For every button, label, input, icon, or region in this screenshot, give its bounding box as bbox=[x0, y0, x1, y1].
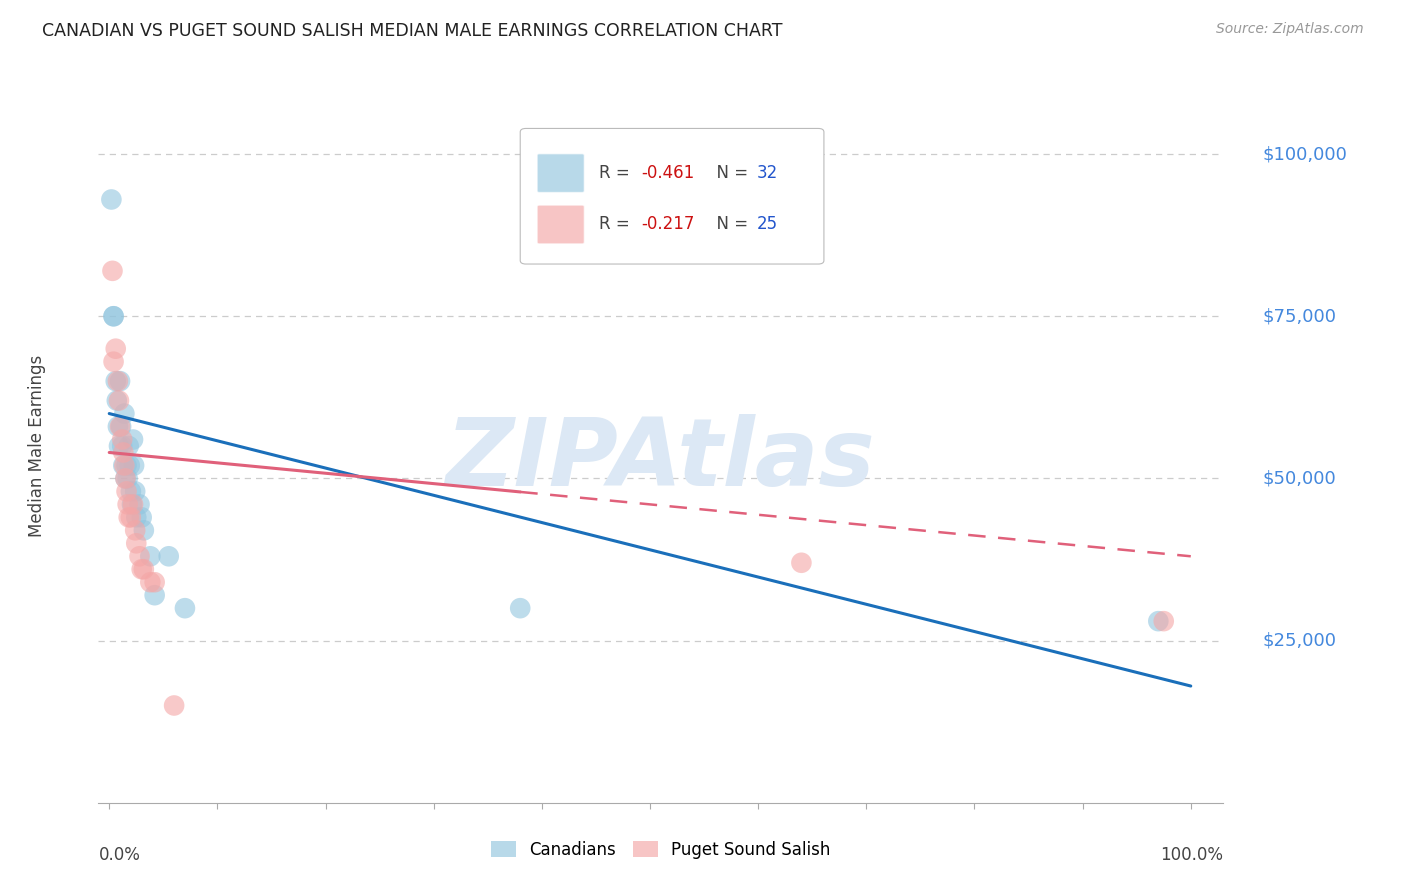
Point bbox=[115, 458, 138, 473]
Point bbox=[117, 497, 139, 511]
Point bbox=[122, 458, 145, 473]
Point bbox=[108, 419, 131, 434]
Text: -0.217: -0.217 bbox=[641, 216, 695, 234]
Point bbox=[100, 193, 122, 207]
Point bbox=[111, 439, 134, 453]
Point bbox=[157, 549, 180, 564]
Point bbox=[143, 575, 166, 590]
Point bbox=[111, 433, 134, 447]
Point bbox=[107, 374, 129, 388]
Text: CANADIAN VS PUGET SOUND SALISH MEDIAN MALE EARNINGS CORRELATION CHART: CANADIAN VS PUGET SOUND SALISH MEDIAN MA… bbox=[42, 22, 783, 40]
Text: -0.461: -0.461 bbox=[641, 164, 695, 182]
Point bbox=[131, 510, 153, 524]
Point bbox=[112, 458, 135, 473]
Point bbox=[108, 439, 131, 453]
Point bbox=[104, 374, 127, 388]
Point bbox=[132, 524, 155, 538]
Point bbox=[790, 556, 813, 570]
Point bbox=[117, 471, 139, 485]
Point bbox=[125, 510, 148, 524]
Text: N =: N = bbox=[706, 164, 754, 182]
Point bbox=[509, 601, 531, 615]
Text: 32: 32 bbox=[756, 164, 778, 182]
Point bbox=[1147, 614, 1170, 628]
Text: R =: R = bbox=[599, 216, 636, 234]
Text: $100,000: $100,000 bbox=[1263, 145, 1347, 163]
Text: R =: R = bbox=[599, 164, 636, 182]
Text: $25,000: $25,000 bbox=[1263, 632, 1337, 649]
Point bbox=[139, 549, 162, 564]
Text: $75,000: $75,000 bbox=[1263, 307, 1337, 326]
Point bbox=[125, 536, 148, 550]
Point bbox=[139, 575, 162, 590]
Point bbox=[108, 374, 131, 388]
Text: $50,000: $50,000 bbox=[1263, 469, 1336, 487]
FancyBboxPatch shape bbox=[537, 205, 585, 244]
Point bbox=[163, 698, 186, 713]
Point bbox=[124, 484, 146, 499]
Point bbox=[143, 588, 166, 602]
Point bbox=[118, 510, 141, 524]
Text: 0.0%: 0.0% bbox=[98, 846, 141, 863]
Point bbox=[103, 310, 125, 324]
Text: 25: 25 bbox=[756, 216, 778, 234]
Point bbox=[101, 264, 124, 278]
Point bbox=[103, 310, 125, 324]
Point bbox=[114, 471, 136, 485]
Text: N =: N = bbox=[706, 216, 754, 234]
Point bbox=[124, 524, 146, 538]
Text: ZIPAtlas: ZIPAtlas bbox=[446, 414, 876, 507]
Point bbox=[128, 497, 150, 511]
Point bbox=[128, 549, 150, 564]
Point bbox=[118, 439, 141, 453]
Legend: Canadians, Puget Sound Salish: Canadians, Puget Sound Salish bbox=[485, 835, 837, 866]
Point bbox=[103, 354, 125, 368]
Point bbox=[122, 497, 145, 511]
Point bbox=[118, 458, 141, 473]
Point bbox=[1153, 614, 1175, 628]
Point bbox=[110, 419, 132, 434]
Text: Source: ZipAtlas.com: Source: ZipAtlas.com bbox=[1216, 22, 1364, 37]
Text: Median Male Earnings: Median Male Earnings bbox=[28, 355, 45, 537]
Point bbox=[114, 471, 136, 485]
Point bbox=[108, 393, 131, 408]
Point bbox=[112, 407, 135, 421]
Point bbox=[131, 562, 153, 576]
Point bbox=[104, 342, 127, 356]
Point bbox=[105, 393, 128, 408]
FancyBboxPatch shape bbox=[520, 128, 824, 264]
Point bbox=[112, 458, 135, 473]
Point bbox=[120, 510, 142, 524]
Point bbox=[107, 419, 129, 434]
Point bbox=[121, 497, 143, 511]
Point bbox=[115, 484, 138, 499]
Point bbox=[122, 433, 145, 447]
FancyBboxPatch shape bbox=[537, 153, 585, 193]
Point bbox=[112, 445, 135, 459]
Point bbox=[132, 562, 155, 576]
Text: 100.0%: 100.0% bbox=[1160, 846, 1223, 863]
Point bbox=[174, 601, 197, 615]
Point bbox=[120, 484, 142, 499]
